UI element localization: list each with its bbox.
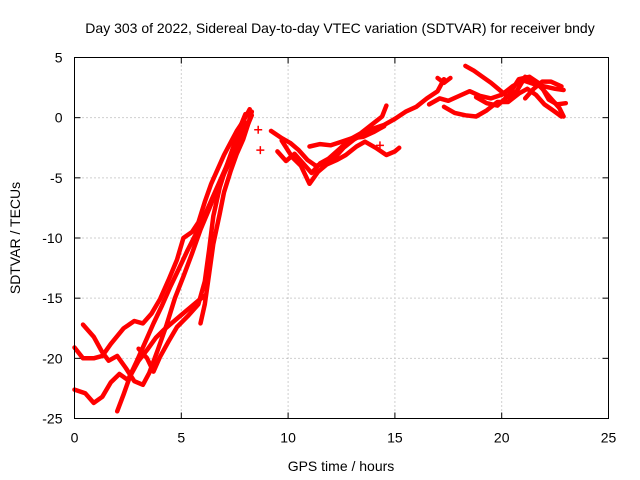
x-tick-label: 20 <box>494 430 510 446</box>
series-s10 <box>307 123 387 149</box>
data-point-marker <box>375 141 384 150</box>
y-tick-label: -20 <box>42 350 62 366</box>
series-s7 <box>268 76 447 169</box>
x-tick-label: 5 <box>177 430 185 446</box>
data-point-marker <box>256 146 265 155</box>
series-group <box>72 63 569 414</box>
series-s8 <box>275 103 389 176</box>
x-tick-label: 10 <box>280 430 296 446</box>
x-tick-label: 0 <box>71 430 79 446</box>
series-s5 <box>136 111 248 374</box>
y-tick-label: -15 <box>42 290 62 306</box>
series-s4 <box>114 293 208 414</box>
x-axis-label: GPS time / hours <box>288 458 395 474</box>
x-tick-label: 15 <box>387 430 403 446</box>
axis-ticks: 0 5 10 15 20 25 -25 -20 -15 -10 -5 0 5 <box>42 50 616 446</box>
data-point-marker <box>254 125 263 134</box>
series-s16 <box>522 79 564 101</box>
series-s9 <box>279 138 402 187</box>
y-tick-label: -25 <box>42 411 62 427</box>
y-tick-label: 5 <box>55 50 63 66</box>
y-tick-label: -5 <box>50 170 63 186</box>
chart-title: Day 303 of 2022, Sidereal Day-to-day VTE… <box>85 20 594 36</box>
x-tick-label: 25 <box>601 430 617 446</box>
y-axis-label: SDTVAR / TECUs <box>7 182 23 294</box>
y-tick-label: -10 <box>42 230 62 246</box>
series-s13 <box>441 86 564 119</box>
series-s6 <box>198 109 255 326</box>
series-s15 <box>473 74 569 108</box>
series-s11 <box>435 75 453 86</box>
y-tick-label: 0 <box>55 110 63 126</box>
series-s1 <box>72 106 252 361</box>
